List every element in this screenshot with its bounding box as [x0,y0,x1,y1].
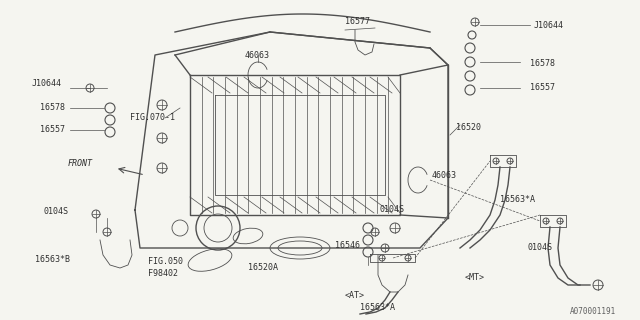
Text: 16520: 16520 [456,124,481,132]
Text: 16546: 16546 [335,241,360,250]
Text: FIG.050: FIG.050 [148,258,183,267]
Text: 16563*A: 16563*A [360,303,395,313]
Text: 16563*A: 16563*A [500,196,535,204]
Text: 46063: 46063 [432,171,457,180]
Text: 16578: 16578 [530,59,555,68]
Text: F98402: F98402 [148,269,178,278]
Text: 46063: 46063 [245,51,270,60]
Text: 0104S: 0104S [528,244,553,252]
Text: FRONT: FRONT [68,158,93,167]
Text: 16563*B: 16563*B [35,255,70,265]
Text: 16557: 16557 [40,125,65,134]
Text: FIG.070-1: FIG.070-1 [130,114,175,123]
Text: 16520A: 16520A [248,263,278,273]
Text: J10644: J10644 [534,20,564,29]
Text: 16577: 16577 [345,18,370,27]
Text: 0104S: 0104S [380,205,405,214]
Text: <AT>: <AT> [345,291,365,300]
Text: <MT>: <MT> [465,274,485,283]
Text: 16557: 16557 [530,84,555,92]
Text: A070001191: A070001191 [570,308,616,316]
Text: 16578: 16578 [40,103,65,113]
Text: 0104S: 0104S [44,207,69,217]
Text: J10644: J10644 [32,79,62,89]
